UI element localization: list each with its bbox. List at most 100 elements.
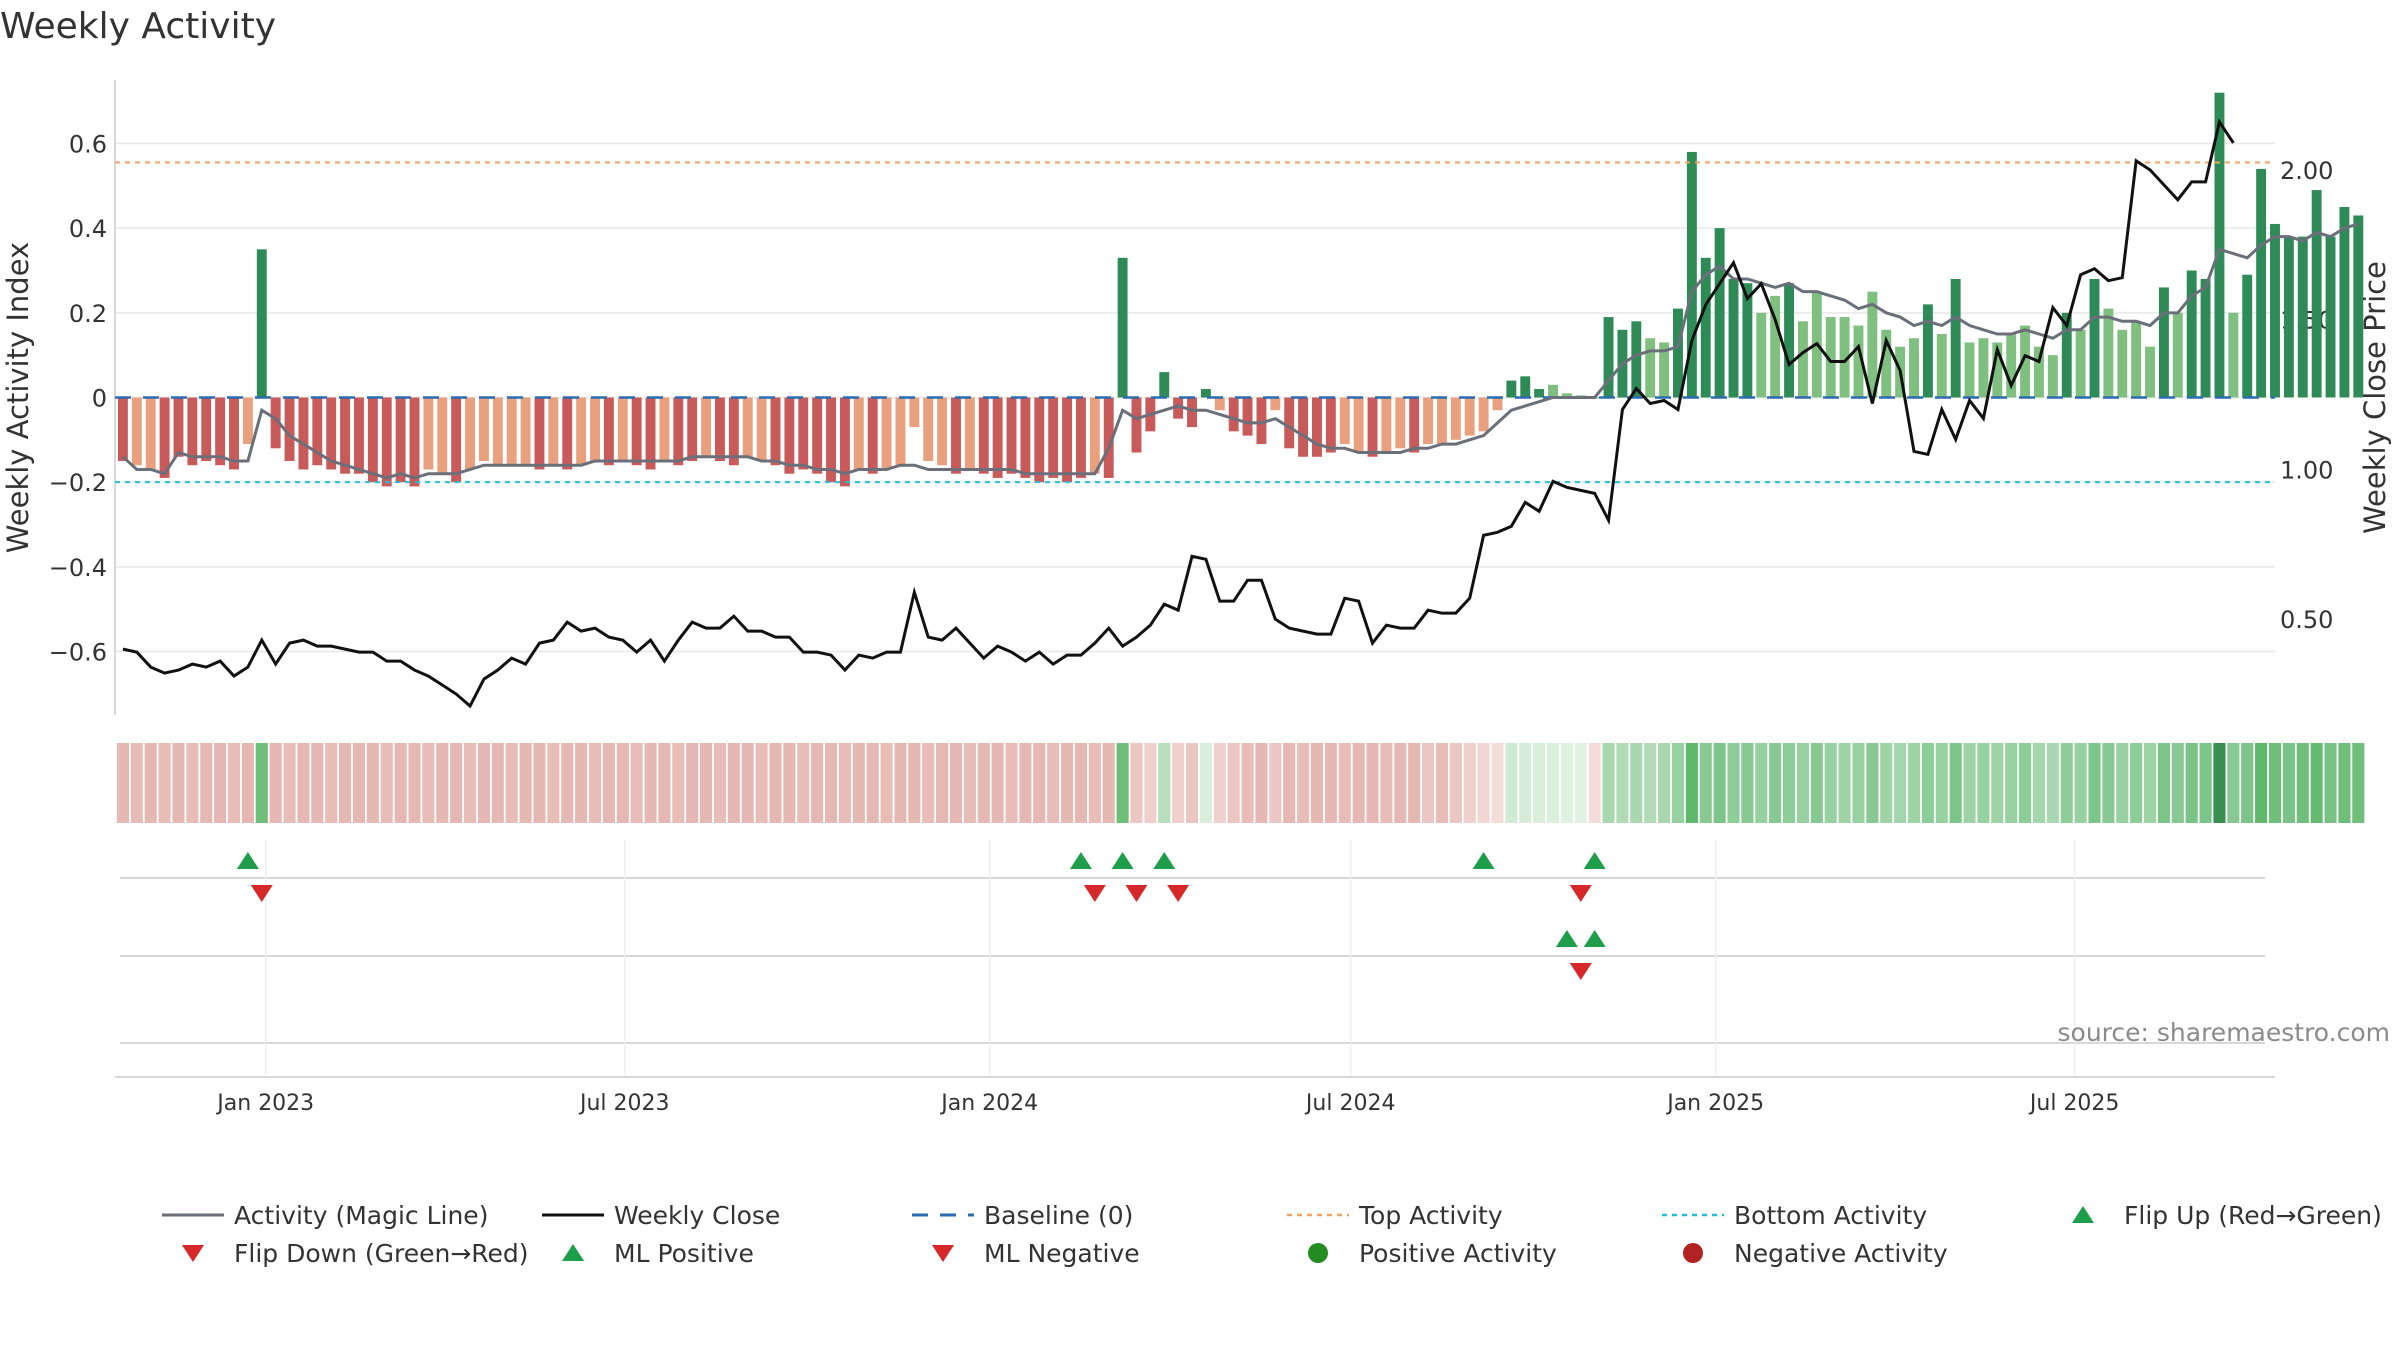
flip-down-marker <box>1083 885 1106 902</box>
heat-cell <box>1088 743 1101 823</box>
heat-cell <box>2032 743 2046 823</box>
heat-cell <box>1033 743 1046 823</box>
activity-bar <box>131 397 142 466</box>
heat-cell <box>2227 743 2240 823</box>
heat-cell <box>1894 743 1907 823</box>
heat-cell <box>1352 743 1365 823</box>
heat-cell <box>1907 743 1921 823</box>
activity-bar <box>354 397 364 474</box>
chart-legend: Activity (Magic Line) Weekly Close Baselin… <box>160 1200 2400 1300</box>
heat-cell <box>2005 743 2018 823</box>
x-tick-label: Jul 2023 <box>578 1091 670 1116</box>
heat-cell <box>1463 743 1476 823</box>
heat-cell <box>2241 743 2254 823</box>
heat-cell <box>1213 743 1226 823</box>
x-tick-label: Jan 2024 <box>939 1091 1038 1116</box>
heat-cell <box>1185 743 1199 823</box>
heat-cell <box>1310 743 1324 823</box>
heat-cell <box>908 743 921 823</box>
heat-cell <box>1519 743 1532 823</box>
activity-bar <box>2214 92 2225 398</box>
activity-bar <box>1964 342 1975 398</box>
heat-cell <box>949 743 963 823</box>
activity-bar <box>1200 389 1211 398</box>
activity-bar <box>1673 308 1683 398</box>
activity-bar <box>867 397 878 474</box>
activity-bar <box>701 397 712 457</box>
heat-cell <box>2088 743 2101 823</box>
legend-item: Activity (Magic Line) <box>160 1200 488 1230</box>
activity-bar <box>2117 329 2128 398</box>
activity-bar <box>1631 321 1642 398</box>
activity-bar <box>951 397 961 474</box>
heat-cell <box>477 743 490 823</box>
activity-bar <box>1450 397 1461 440</box>
heat-cell <box>991 743 1004 823</box>
heat-cell <box>1477 743 1490 823</box>
activity-bar <box>423 397 434 470</box>
heat-cell <box>1838 743 1851 823</box>
heat-cell <box>963 743 976 823</box>
legend-item: Bottom Activity <box>1660 1200 1927 1230</box>
y2-axis-label: Weekly Close Price <box>2358 261 2392 534</box>
legend-label: Weekly Close <box>614 1200 781 1230</box>
heat-cell <box>1061 743 1074 823</box>
heat-cell <box>1047 743 1060 823</box>
heat-cell <box>200 743 213 823</box>
heat-cell <box>811 743 824 823</box>
y-tick-label: 0 <box>92 385 107 413</box>
flip-up-marker <box>1472 852 1495 869</box>
activity-bar <box>839 397 850 487</box>
heat-cell <box>1727 743 1740 823</box>
green-dot-icon <box>1285 1238 1351 1268</box>
heat-cell <box>352 743 366 823</box>
heat-cell <box>755 743 768 823</box>
heat-cell <box>1796 743 1809 823</box>
heat-cell <box>1283 743 1296 823</box>
flip-down-marker <box>1167 885 1190 902</box>
activity-bar <box>548 397 559 466</box>
heat-cell <box>1297 743 1310 823</box>
activity-bar <box>1950 278 1961 398</box>
heat-cell <box>186 743 199 823</box>
heat-cell <box>2046 743 2059 823</box>
activity-bar <box>2075 329 2086 398</box>
heat-cell <box>1630 743 1643 823</box>
heat-cell <box>1755 743 1768 823</box>
bottom-activity-key <box>1660 1200 1726 1230</box>
heat-cell <box>1658 743 1671 823</box>
activity-bar <box>1506 380 1517 398</box>
legend-label: Flip Up (Red→Green) <box>2124 1200 2382 1230</box>
heat-cell <box>241 743 254 823</box>
activity-bar <box>1298 397 1309 457</box>
heat-cell <box>1158 743 1171 823</box>
heat-cell <box>339 743 352 823</box>
heat-cell <box>713 743 727 823</box>
activity-bar <box>284 397 295 461</box>
activity-bar <box>326 397 337 470</box>
triangle-down-icon <box>910 1238 976 1268</box>
heat-cell <box>1671 743 1685 823</box>
heat-cell <box>1616 743 1629 823</box>
activity-bar <box>784 397 795 474</box>
heat-cell <box>1546 743 1560 823</box>
activity-bar <box>909 397 920 428</box>
activity-bar <box>465 397 475 470</box>
heat-cell <box>1116 743 1129 823</box>
heat-cell <box>311 743 324 823</box>
heat-cell <box>1602 743 1615 823</box>
activity-bar <box>1548 384 1558 398</box>
activity-bar <box>256 249 267 398</box>
activity-bar <box>117 397 128 461</box>
activity-bar <box>673 397 684 466</box>
heat-cell <box>1810 743 1823 823</box>
heat-cell <box>1408 743 1421 823</box>
activity-bar <box>1089 397 1100 474</box>
activity-bar <box>2020 325 2031 398</box>
heat-cell <box>325 743 338 823</box>
heat-cell <box>838 743 851 823</box>
heat-cell <box>769 743 782 823</box>
activity-bar <box>1131 397 1142 453</box>
activity-bar <box>2172 312 2183 398</box>
activity-bar <box>312 397 323 466</box>
